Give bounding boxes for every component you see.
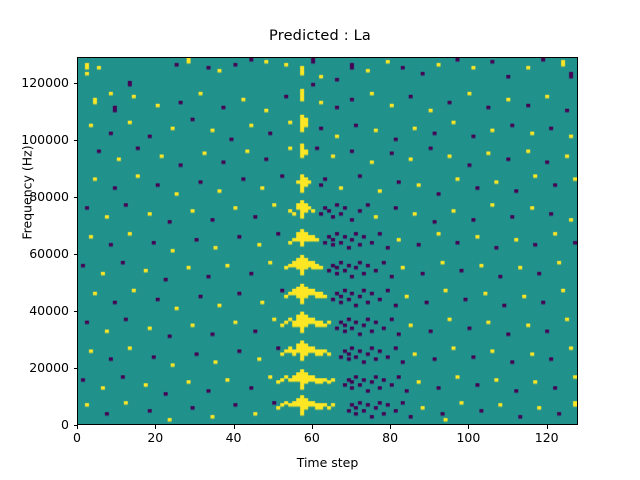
x-tick-mark [77, 425, 78, 429]
x-tick-label: 0 [73, 430, 81, 445]
x-tick-mark [155, 425, 157, 429]
y-tick-label: 80000 [29, 188, 69, 204]
y-tick-label: 0 [61, 417, 69, 432]
y-tick-mark [73, 196, 77, 198]
x-axis-label: Time step [296, 455, 359, 470]
y-tick-mark [73, 310, 77, 312]
heatmap-canvas [78, 58, 577, 424]
x-tick-mark [311, 425, 313, 429]
x-tick-label: 120 [534, 430, 559, 445]
x-tick-label: 100 [456, 430, 481, 445]
y-tick-label: 100000 [21, 131, 69, 147]
y-tick-mark [73, 253, 77, 255]
y-tick-mark [73, 139, 77, 141]
y-axis-label: Frequency (Hz) [19, 145, 35, 240]
chart-title: Predicted : La [269, 28, 371, 44]
x-tick-mark [233, 425, 235, 429]
y-tick-label: 20000 [29, 359, 69, 375]
x-tick-label: 20 [147, 430, 164, 445]
y-tick-label: 120000 [21, 74, 69, 90]
x-tick-label: 60 [303, 430, 320, 445]
x-tick-mark [390, 425, 392, 429]
y-tick-label: 60000 [29, 245, 69, 261]
y-tick-mark [73, 425, 77, 426]
x-tick-label: 40 [225, 430, 242, 445]
x-tick-mark [468, 425, 470, 429]
heatmap-axes [77, 57, 578, 425]
y-tick-mark [73, 82, 77, 84]
y-tick-mark [73, 367, 77, 369]
x-tick-mark [546, 425, 548, 429]
y-tick-label: 40000 [29, 302, 69, 318]
x-tick-label: 80 [382, 430, 399, 445]
